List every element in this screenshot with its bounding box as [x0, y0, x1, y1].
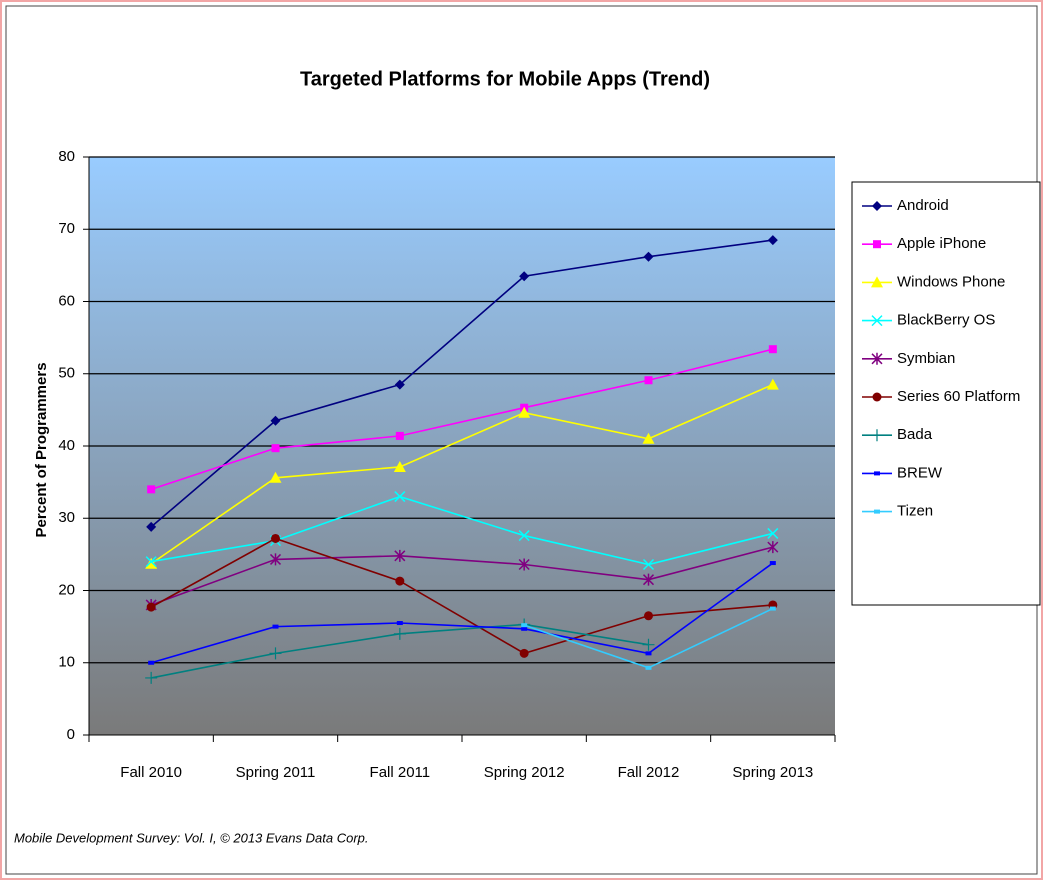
series-line	[150, 546, 774, 606]
marker	[767, 541, 779, 554]
marker	[645, 651, 652, 656]
marker	[521, 623, 528, 628]
marker	[769, 561, 776, 566]
marker	[874, 509, 880, 514]
marker	[769, 606, 776, 611]
marker	[768, 345, 777, 354]
marker	[519, 648, 529, 658]
marker	[146, 521, 157, 532]
x-tick-label: Fall 2011	[370, 764, 431, 781]
marker	[271, 533, 280, 543]
marker	[147, 485, 156, 494]
marker	[642, 573, 655, 586]
marker	[395, 576, 405, 586]
marker	[872, 392, 882, 402]
y-tick-label: 80	[58, 148, 75, 165]
marker	[269, 553, 282, 566]
series-line	[150, 537, 773, 655]
marker	[394, 379, 405, 390]
x-tick-label: Spring 2012	[484, 764, 565, 781]
marker	[270, 415, 281, 426]
marker	[146, 602, 156, 612]
marker	[767, 527, 779, 539]
series-line	[150, 383, 774, 565]
y-tick-label: 60	[58, 292, 75, 309]
marker	[518, 530, 530, 542]
marker	[145, 671, 158, 684]
marker	[644, 611, 653, 621]
y-tick-label: 40	[58, 437, 75, 454]
legend-label: Series 60 Platform	[897, 388, 1020, 405]
marker	[394, 549, 406, 562]
marker	[871, 429, 883, 442]
y-tick-label: 50	[58, 365, 75, 382]
legend-label: BlackBerry OS	[897, 312, 995, 329]
marker	[871, 352, 883, 365]
marker	[518, 558, 530, 571]
marker	[643, 251, 654, 262]
series-line	[151, 495, 774, 566]
x-tick-label: Spring 2011	[236, 764, 316, 781]
marker	[393, 627, 406, 640]
x-tick-label: Fall 2012	[618, 764, 680, 781]
marker	[767, 235, 778, 246]
marker	[871, 276, 883, 288]
marker	[393, 460, 406, 472]
marker	[872, 201, 882, 211]
marker	[642, 638, 655, 651]
legend-label: Bada	[897, 426, 933, 443]
marker	[269, 647, 282, 660]
legend-label: Android	[897, 197, 949, 214]
marker	[521, 626, 528, 631]
legend-box	[851, 181, 1041, 606]
y-axis-label: Percent of Programmers	[33, 362, 50, 537]
x-tick-label: Spring 2013	[732, 764, 813, 781]
marker	[874, 471, 880, 476]
marker	[148, 660, 155, 665]
marker	[642, 558, 655, 571]
marker	[642, 432, 655, 444]
marker	[645, 665, 652, 670]
legend-label: Windows Phone	[897, 273, 1005, 290]
marker	[396, 621, 403, 626]
y-tick-label: 10	[58, 654, 75, 671]
marker	[766, 378, 779, 390]
legend-label: Symbian	[897, 350, 955, 367]
marker	[394, 491, 406, 503]
legend-label: BREW	[897, 464, 943, 481]
marker	[871, 315, 883, 327]
marker	[395, 431, 404, 440]
marker	[145, 557, 158, 569]
marker	[519, 271, 530, 282]
marker	[272, 624, 279, 629]
legend-label: Tizen	[897, 503, 933, 520]
marker	[518, 406, 531, 418]
series-line	[150, 562, 774, 664]
marker	[145, 556, 157, 568]
marker	[269, 471, 282, 483]
chart-title: Targeted Platforms for Mobile Apps (Tren…	[300, 68, 710, 90]
legend-label: Apple iPhone	[897, 235, 986, 252]
footnote: Mobile Development Survey: Vol. I, © 201…	[14, 830, 369, 845]
series-line	[150, 239, 773, 528]
y-tick-label: 70	[58, 220, 75, 237]
marker	[873, 240, 881, 249]
marker	[644, 376, 653, 385]
y-tick-label: 20	[58, 581, 75, 598]
y-tick-label: 0	[67, 726, 75, 743]
y-tick-label: 30	[58, 509, 75, 526]
x-tick-label: Fall 2010	[120, 764, 182, 781]
series-line	[150, 348, 774, 491]
marker	[271, 444, 280, 453]
